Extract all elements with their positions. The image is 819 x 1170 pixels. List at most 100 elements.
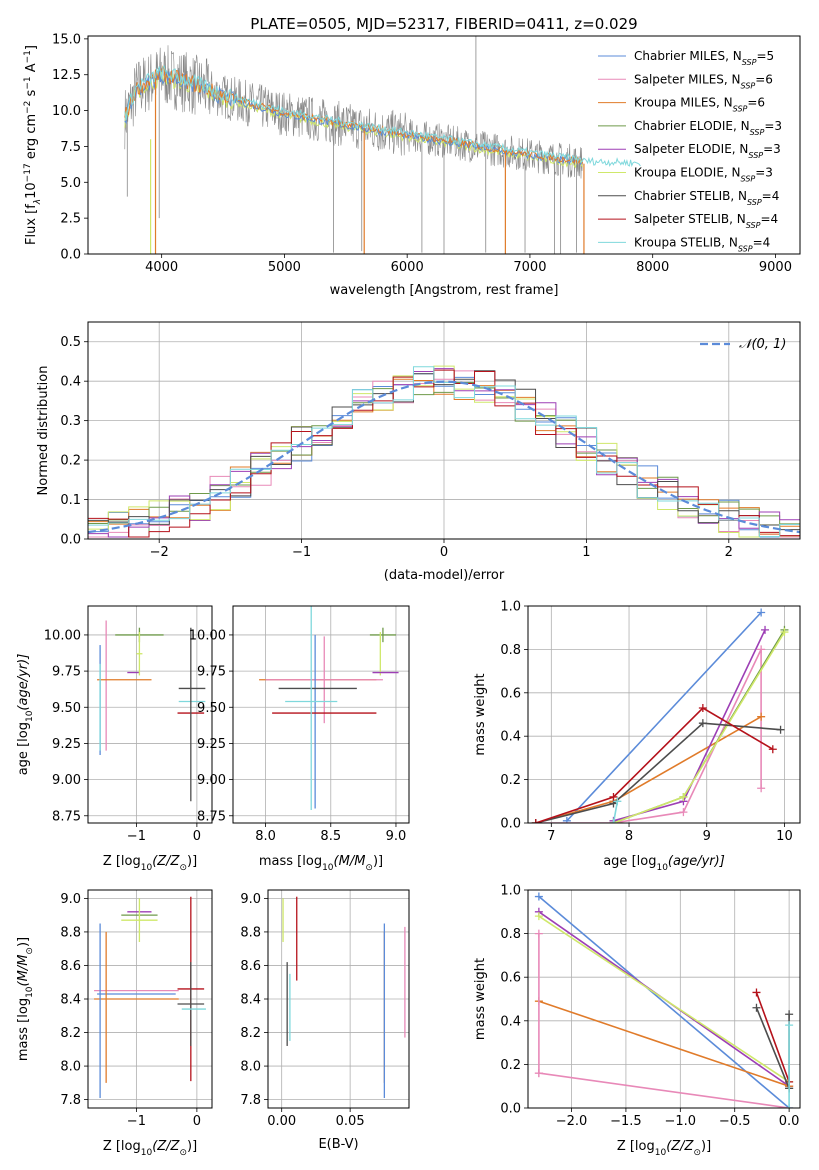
series-line-chabrier_stelib — [535, 722, 781, 823]
data-point-marker — [785, 1010, 794, 1019]
data-point-marker — [613, 797, 622, 806]
chart-title: PLATE=0505, MJD=52317, FIBERID=0411, z=0… — [250, 15, 637, 33]
legend-label: Kroupa ELODIE, NSSP=3 — [634, 166, 773, 184]
model-spectrum-chabrier_miles — [124, 70, 583, 166]
x-axis-label: Z [log10(Z/Z⊙)] — [617, 1139, 711, 1158]
model-spectrum-kroupa_stelib — [124, 64, 641, 168]
y-tick-label: 8.4 — [240, 993, 261, 1008]
y-tick-label: 9.0 — [240, 892, 261, 907]
axes-frame — [232, 605, 410, 824]
x-tick-label: −1.5 — [610, 1114, 642, 1129]
y-tick-label: 8.4 — [60, 993, 81, 1008]
x-tick-label: −2.0 — [556, 1114, 588, 1129]
x-tick-label: 1 — [582, 545, 590, 560]
legend-label: Kroupa MILES, NSSP=6 — [634, 96, 765, 114]
y-axis-label: age [log10(age/yr)] — [16, 654, 35, 776]
plot-area — [259, 606, 399, 810]
y-tick-label: 0.3 — [60, 414, 81, 429]
panel-2: −2 −1 0 1 2 0.0 0.1 0.2 0.3 0.4 0.5 (data-model)/er… — [36, 321, 801, 583]
data-point-marker — [534, 1069, 543, 1078]
y-axis-label: mass weight — [473, 958, 488, 1040]
y-tick-label: 8.6 — [240, 959, 261, 974]
gaussian-curve — [88, 380, 800, 534]
y-tick-label: 1.0 — [500, 600, 521, 615]
x-tick-label: −1 — [127, 1114, 146, 1129]
panel-5: 7 8 9 10 0.0 0.2 0.4 0.6 0.8 1.0 mass weight age [l… — [473, 600, 801, 873]
axes-frame — [87, 35, 801, 255]
series-line-salpeter_stelib — [535, 706, 774, 823]
y-tick-label: 8.6 — [60, 959, 81, 974]
panel-7: 0.00 0.05 7.8 8.0 8.2 8.4 8.6 8.8 9.0 E(B-V) — [240, 889, 410, 1152]
axes-frame — [87, 889, 213, 1109]
data-point-marker — [531, 819, 540, 823]
x-tick-label: 10 — [776, 829, 793, 844]
legend-label: 𝒩(0, 1) — [739, 337, 786, 352]
data-point-marker — [698, 719, 707, 728]
data-point-marker — [761, 625, 770, 634]
x-tick-label: 5000 — [268, 260, 301, 275]
y-tick-label: 9.0 — [60, 892, 81, 907]
data-point-marker — [776, 725, 785, 734]
plot-area — [97, 620, 206, 802]
plot-area — [534, 892, 794, 1108]
data-point-marker — [534, 892, 543, 901]
x-tick-label: 0 — [193, 1114, 201, 1129]
y-tick-label: 7.8 — [240, 1093, 261, 1108]
y-tick-label: 8.75 — [52, 809, 81, 824]
series-line-kroupa_miles — [538, 1000, 790, 1087]
legend-label: Chabrier MILES, NSSP=5 — [634, 49, 774, 67]
histogram-kroupa_elodie — [88, 365, 800, 539]
x-tick-label: 6000 — [391, 260, 424, 275]
axes-frame — [527, 605, 801, 824]
y-tick-label: 0.6 — [500, 686, 521, 701]
y-tick-label: 8.2 — [60, 1026, 81, 1041]
histogram-chabrier_elodie — [88, 376, 800, 539]
y-tick-label: 5.0 — [60, 176, 81, 191]
plot-area — [94, 896, 206, 1098]
y-tick-label: 0.0 — [500, 1102, 521, 1117]
legend: Chabrier MILES, NSSP=5 Salpeter MILES, NS… — [598, 49, 782, 253]
histogram-kroupa_miles — [88, 378, 800, 539]
legend-label: Chabrier STELIB, NSSP=4 — [634, 189, 779, 207]
y-tick-label: 9.50 — [52, 701, 81, 716]
x-tick-label: −0.5 — [719, 1114, 751, 1129]
y-tick-label: 0.4 — [500, 1014, 521, 1029]
y-tick-label: 0.2 — [60, 454, 81, 469]
x-tick-label: 8000 — [636, 260, 669, 275]
y-tick-label: 8.2 — [240, 1026, 261, 1041]
data-point-marker — [698, 703, 707, 712]
y-tick-label: 9.00 — [197, 773, 226, 788]
data-spectrum — [124, 45, 583, 179]
data-point-marker — [785, 1104, 794, 1108]
x-tick-label: 9 — [703, 829, 711, 844]
axes-frame — [527, 889, 801, 1109]
series-line-kroupa_elodie — [538, 915, 790, 1083]
y-axis-label: mass weight — [473, 673, 488, 755]
data-point-marker — [757, 784, 766, 793]
data-point-marker — [780, 628, 789, 637]
x-tick-label: 9000 — [759, 260, 792, 275]
data-point-marker — [679, 808, 688, 817]
series-line-salpeter_stelib — [755, 992, 790, 1083]
y-tick-label: 9.25 — [52, 737, 81, 752]
y-tick-label: 0.2 — [500, 1058, 521, 1073]
y-tick-label: 8.0 — [240, 1060, 261, 1075]
plot-area — [88, 365, 800, 539]
axes-frame — [87, 321, 801, 540]
histogram-salpeter_elodie — [88, 368, 800, 539]
x-axis-label: age [log10(age/yr)] — [603, 854, 725, 873]
y-axis-label: Flux [fλ10−17 erg cm−2 s−1 A−1] — [23, 45, 43, 245]
y-tick-label: 0.8 — [500, 643, 521, 658]
data-point-marker — [752, 988, 761, 997]
axes-frame — [87, 605, 213, 824]
legend-label: Salpeter ELODIE, NSSP=3 — [634, 142, 781, 160]
panel-3: −1 0 8.75 9.00 9.25 9.50 9.75 10.00 Z [log10(Z/Z… — [16, 605, 213, 873]
legend-label: Salpeter STELIB, NSSP=4 — [634, 212, 778, 230]
plot-area — [124, 36, 641, 254]
panel-4: 8.0 8.5 9.0 8.75 9.00 9.25 9.50 9.75 10.00 mass [… — [189, 605, 410, 873]
x-tick-label: 9.0 — [386, 829, 407, 844]
y-tick-label: 9.75 — [52, 665, 81, 680]
panel-1: 4000 5000 6000 7000 8000 9000 0.0 2.5 5.0 7.5 10.0… — [23, 15, 801, 298]
y-tick-label: 0.2 — [500, 773, 521, 788]
